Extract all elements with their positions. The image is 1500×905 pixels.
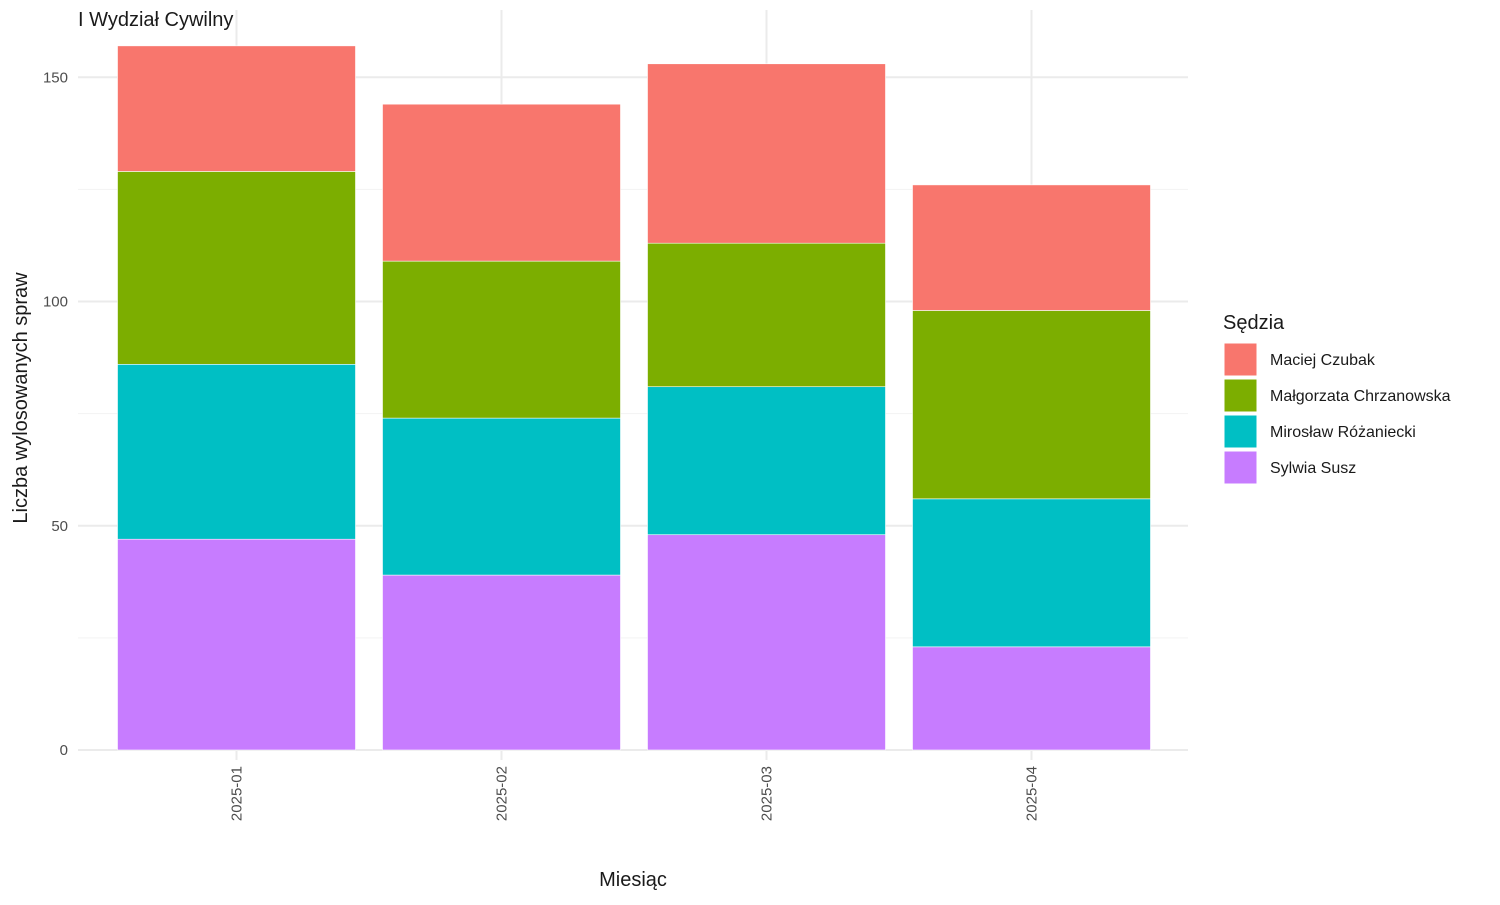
x-tick-label: 2025-01 xyxy=(229,766,246,821)
legend-label: Maciej Czubak xyxy=(1270,352,1376,369)
legend-label: Sylwia Susz xyxy=(1270,460,1356,477)
y-tick-labels: 0 50 100 150 xyxy=(43,69,68,759)
legend-label: Mirosław Różaniecki xyxy=(1270,424,1416,441)
y-tick-label: 100 xyxy=(43,294,68,311)
x-tick-label: 2025-04 xyxy=(1024,766,1041,821)
bar-segment xyxy=(647,534,886,751)
chart-title: I Wydział Cywilny xyxy=(78,9,233,31)
bar-segment xyxy=(117,363,356,540)
bar-segment xyxy=(647,242,886,388)
legend-swatch xyxy=(1223,414,1258,449)
bar-segment xyxy=(912,184,1151,311)
bar-segment xyxy=(912,498,1151,648)
bar-segment xyxy=(117,538,356,751)
y-tick-label: 0 xyxy=(60,742,68,759)
bar-segment xyxy=(647,63,886,244)
bar-segment xyxy=(117,171,356,365)
bar-segment xyxy=(382,103,621,262)
bar-segment xyxy=(382,574,621,751)
bar-segment xyxy=(382,260,621,419)
y-tick-label: 50 xyxy=(51,518,68,535)
y-tick-label: 150 xyxy=(43,69,68,86)
legend-swatch xyxy=(1223,378,1258,413)
legend-title: Sędzia xyxy=(1223,312,1285,334)
bar-segment xyxy=(912,646,1151,751)
legend-label: Małgorzata Chrzanowska xyxy=(1270,388,1451,405)
legend-swatch xyxy=(1223,342,1258,377)
x-axis-title: Miesiąc xyxy=(599,869,667,891)
x-tick-label: 2025-02 xyxy=(494,766,511,821)
bar-segment xyxy=(117,45,356,172)
x-tick-labels: 2025-01 2025-02 2025-03 2025-04 xyxy=(229,766,1041,821)
legend-items: Maciej Czubak Małgorzata Chrzanowska Miros… xyxy=(1223,342,1451,485)
bar-segment xyxy=(912,310,1151,500)
bar-segment xyxy=(647,386,886,536)
x-tick-label: 2025-03 xyxy=(759,766,776,821)
legend: Sędzia Maciej Czubak Małgorzata Chrzanows… xyxy=(1223,312,1451,485)
y-axis-title: Liczba wylosowanych spraw xyxy=(10,272,32,524)
legend-swatch xyxy=(1223,450,1258,485)
bars-layer xyxy=(117,45,1151,751)
bar-segment xyxy=(382,417,621,576)
